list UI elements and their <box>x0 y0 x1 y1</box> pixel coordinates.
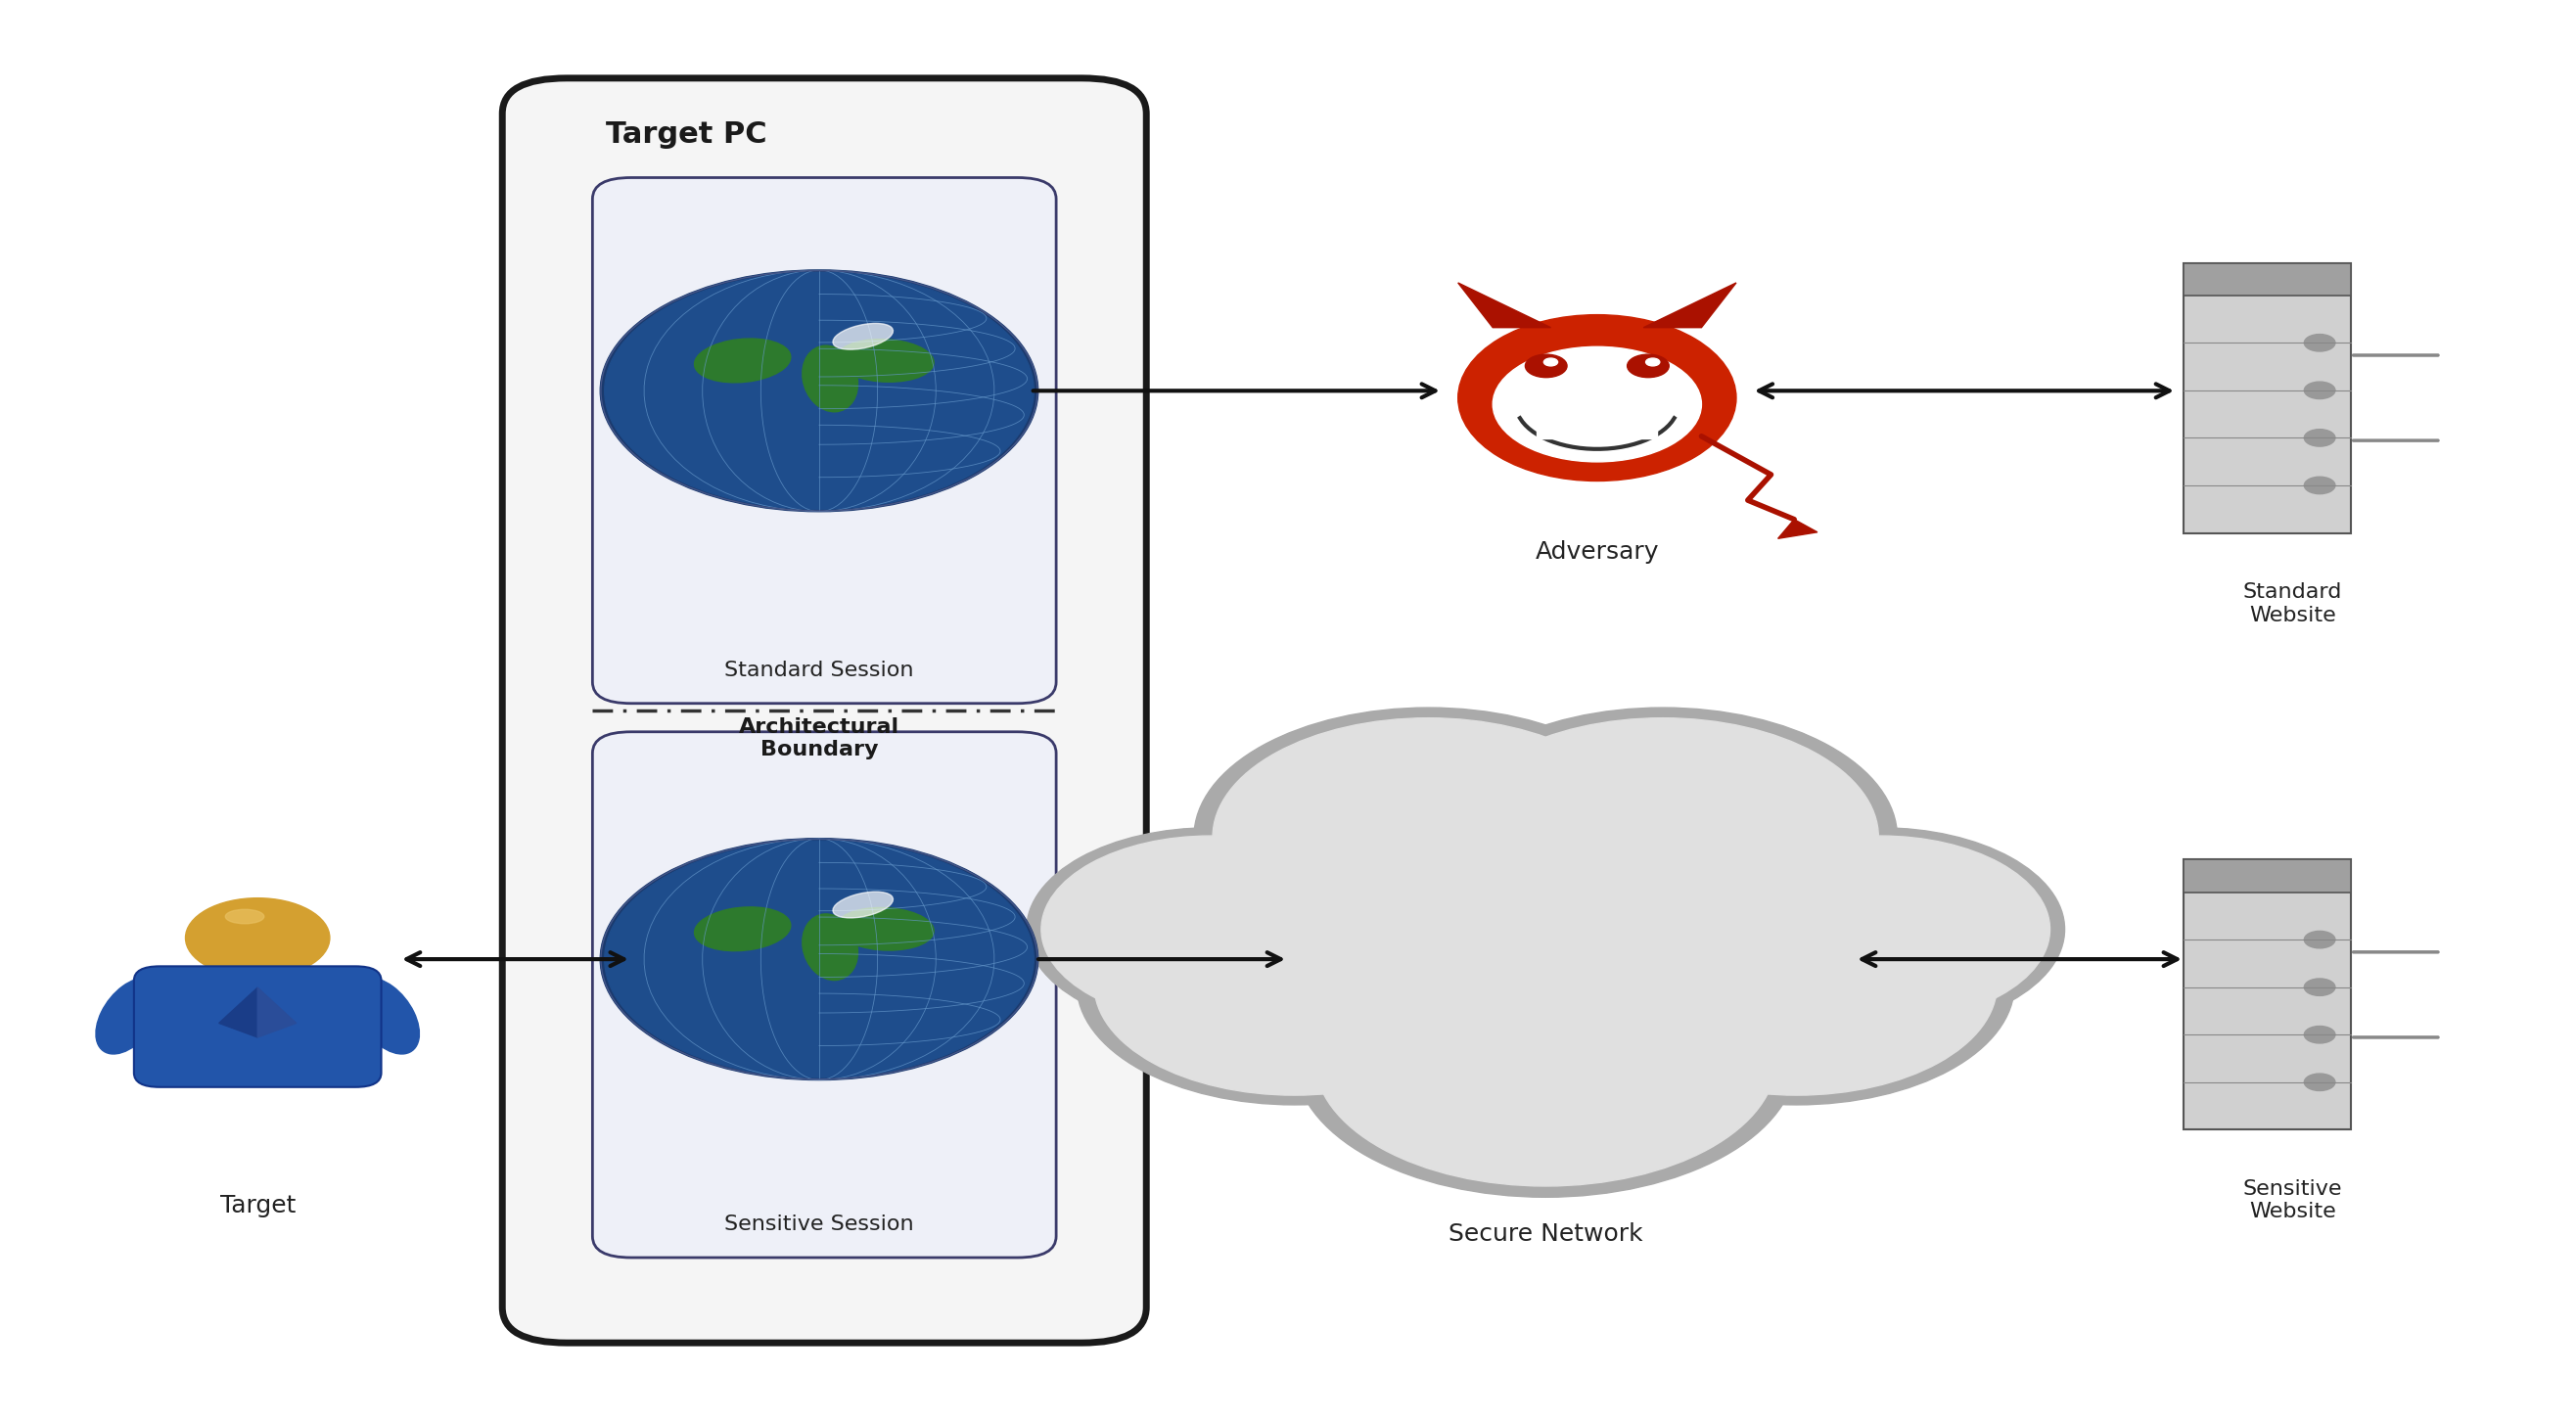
Circle shape <box>2306 1026 2334 1043</box>
Circle shape <box>600 838 1038 1080</box>
Circle shape <box>1283 747 1808 1037</box>
Polygon shape <box>1643 283 1736 328</box>
Text: Sensitive
Website: Sensitive Website <box>2244 1179 2342 1222</box>
FancyBboxPatch shape <box>2182 263 2352 533</box>
Ellipse shape <box>801 914 858 980</box>
Polygon shape <box>1458 283 1551 328</box>
Text: Adversary: Adversary <box>1535 540 1659 564</box>
FancyBboxPatch shape <box>592 178 1056 703</box>
Bar <box>1587 419 1607 439</box>
Text: Standard
Website: Standard Website <box>2244 583 2342 625</box>
Circle shape <box>1543 358 1558 367</box>
Circle shape <box>605 841 1033 1077</box>
Ellipse shape <box>801 345 858 412</box>
Circle shape <box>1646 358 1659 367</box>
Circle shape <box>2306 382 2334 399</box>
Circle shape <box>2306 477 2334 495</box>
Circle shape <box>1095 874 1494 1096</box>
Bar <box>2182 263 2349 296</box>
Polygon shape <box>1777 520 1819 539</box>
Circle shape <box>1293 921 1798 1196</box>
Bar <box>2182 860 2349 892</box>
Circle shape <box>1314 931 1777 1187</box>
Bar <box>1613 419 1633 439</box>
Circle shape <box>1427 708 1896 966</box>
Circle shape <box>185 898 330 978</box>
Circle shape <box>1025 827 1396 1030</box>
FancyBboxPatch shape <box>2182 860 2352 1130</box>
Circle shape <box>1077 864 1512 1106</box>
Ellipse shape <box>832 892 894 918</box>
Ellipse shape <box>696 338 791 382</box>
Text: Standard Session: Standard Session <box>724 661 914 681</box>
Circle shape <box>1213 718 1643 956</box>
Bar <box>1561 419 1582 439</box>
Circle shape <box>1262 736 1829 1049</box>
Text: Target PC: Target PC <box>605 121 768 149</box>
Circle shape <box>2306 1074 2334 1091</box>
Circle shape <box>1710 836 2050 1023</box>
Circle shape <box>1628 354 1669 378</box>
Polygon shape <box>258 988 296 1037</box>
Text: Sensitive Session: Sensitive Session <box>724 1215 914 1235</box>
Circle shape <box>2306 931 2334 948</box>
Circle shape <box>600 270 1038 512</box>
Ellipse shape <box>1494 347 1700 462</box>
Circle shape <box>2306 429 2334 446</box>
Polygon shape <box>219 988 258 1037</box>
Circle shape <box>1695 827 2063 1030</box>
Ellipse shape <box>95 978 162 1054</box>
Text: Target: Target <box>219 1194 296 1218</box>
Circle shape <box>1597 874 1996 1096</box>
Circle shape <box>1041 836 1381 1023</box>
FancyBboxPatch shape <box>592 732 1056 1258</box>
Circle shape <box>1525 354 1566 378</box>
Circle shape <box>1193 708 1664 966</box>
FancyBboxPatch shape <box>502 78 1146 1343</box>
Ellipse shape <box>835 908 935 951</box>
Circle shape <box>2306 979 2334 996</box>
Ellipse shape <box>224 909 263 924</box>
Circle shape <box>2306 334 2334 351</box>
Ellipse shape <box>835 340 935 382</box>
FancyBboxPatch shape <box>134 966 381 1087</box>
Ellipse shape <box>832 324 894 350</box>
Ellipse shape <box>353 978 420 1054</box>
Circle shape <box>1579 864 2014 1106</box>
Bar <box>1538 419 1556 439</box>
Bar <box>1638 419 1656 439</box>
Text: Architectural
Boundary: Architectural Boundary <box>739 718 899 760</box>
Circle shape <box>1448 718 1878 956</box>
Circle shape <box>605 273 1033 509</box>
Ellipse shape <box>696 907 791 951</box>
Ellipse shape <box>1458 314 1736 480</box>
Text: Secure Network: Secure Network <box>1448 1222 1643 1246</box>
